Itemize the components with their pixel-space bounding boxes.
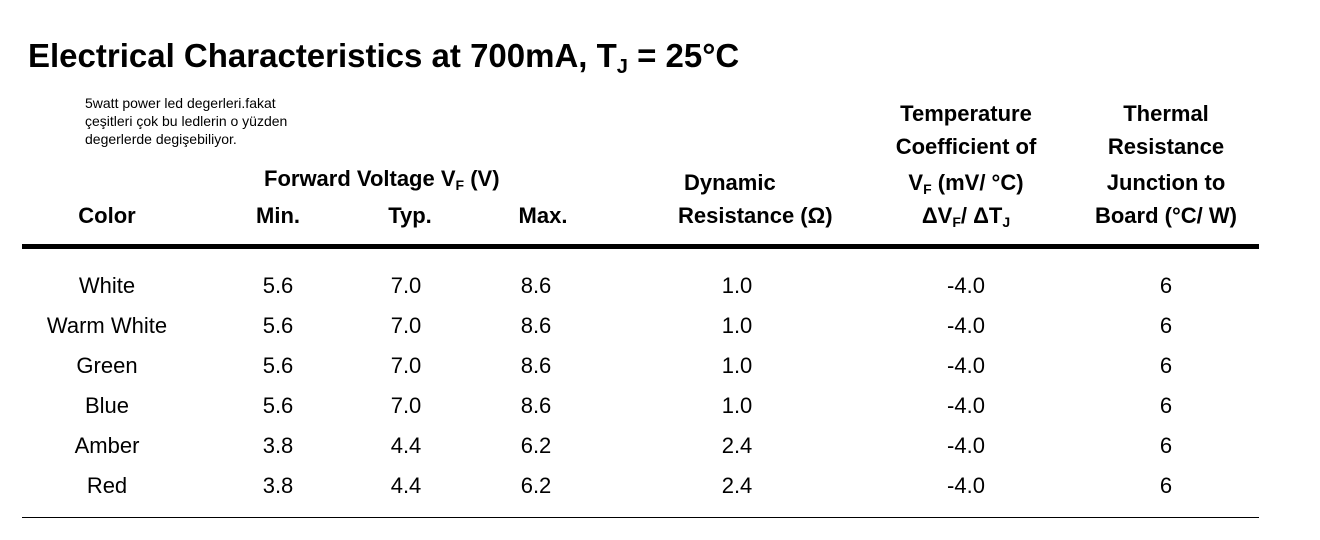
temp-dv: ΔV (921, 203, 953, 228)
thermal-header-line2: Resistance (1107, 134, 1225, 159)
max-cell: 8.6 (520, 393, 552, 418)
typ-cell: 4.4 (390, 433, 422, 458)
min-cell: 5.6 (262, 313, 294, 338)
page-title: Electrical Characteristics at 700mA, TJ … (28, 36, 739, 87)
max-header: Max. (518, 203, 568, 228)
max-cell: 6.2 (520, 473, 552, 498)
color-cell: Blue (84, 393, 130, 418)
temp-cell: -4.0 (947, 393, 985, 418)
temp-cell: -4.0 (947, 473, 985, 498)
temp-cell: -4.0 (947, 273, 985, 298)
dynamic-cell: 1.0 (721, 273, 753, 298)
thermal-cell: 6 (1159, 393, 1173, 418)
fv-subscript: F (455, 177, 465, 193)
note-line: çeşitleri çok bu ledlerin o yüzden (85, 113, 288, 129)
max-cell: 8.6 (520, 313, 552, 338)
min-cell: 3.8 (262, 433, 294, 458)
typ-cell: 7.0 (390, 273, 422, 298)
color-cell: Green (76, 353, 138, 378)
thermal-header-line4: Board (°C/ W) (1094, 203, 1237, 228)
temp-cell: -4.0 (947, 433, 985, 458)
temp-vf-prefix: V (908, 170, 924, 195)
temp-header-line4: ΔVF/ ΔTJ (866, 199, 1066, 239)
title-subscript: J (616, 56, 628, 78)
dynamic-cell: 2.4 (721, 473, 753, 498)
min-cell: 5.6 (262, 393, 294, 418)
temp-header-line3: VF (mV/ °C) (866, 166, 1066, 206)
temp-dt-subscript: J (1002, 214, 1011, 230)
max-cell: 6.2 (520, 433, 552, 458)
color-cell: White (78, 273, 136, 298)
temp-dt: / ΔT (960, 203, 1003, 228)
max-cell: 8.6 (520, 353, 552, 378)
thermal-cell: 6 (1159, 313, 1173, 338)
header-divider (22, 244, 1259, 249)
min-header: Min. (256, 203, 300, 228)
min-cell: 5.6 (262, 353, 294, 378)
thermal-header-line3: Junction to (1106, 170, 1226, 195)
dynamic-cell: 1.0 (721, 313, 753, 338)
min-cell: 3.8 (262, 473, 294, 498)
dynamic-header-line1: Dynamic (684, 170, 776, 195)
dynamic-header-line2: Resistance (Ω) (678, 203, 833, 228)
temp-vf-suffix: (mV/ °C) (931, 170, 1024, 195)
dynamic-cell: 1.0 (721, 353, 753, 378)
temp-vf-subscript: F (923, 181, 932, 197)
max-cell: 8.6 (520, 273, 552, 298)
thermal-cell: 6 (1159, 353, 1173, 378)
temp-dv-subscript: F (952, 214, 961, 230)
dynamic-cell: 2.4 (721, 433, 753, 458)
temp-header-line1: Temperature (900, 101, 1032, 126)
typ-cell: 7.0 (390, 313, 422, 338)
temp-cell: -4.0 (947, 353, 985, 378)
typ-header: Typ. (388, 203, 432, 228)
color-header: Color (78, 203, 136, 228)
table-bottom-rule (22, 517, 1259, 518)
thermal-header-line1: Thermal (1123, 101, 1209, 126)
color-cell: Warm White (46, 313, 168, 338)
color-cell: Red (86, 473, 128, 498)
dynamic-cell: 1.0 (721, 393, 753, 418)
annotation-note: 5watt power led degerleri.fakat çeşitler… (85, 94, 287, 148)
min-cell: 5.6 (262, 273, 294, 298)
note-line: 5watt power led degerleri.fakat (85, 95, 276, 111)
forward-voltage-header: Forward Voltage VF (V) (264, 162, 500, 202)
typ-cell: 7.0 (390, 393, 422, 418)
note-line: degerlerde degişebiliyor. (85, 131, 237, 147)
fv-prefix: Forward Voltage V (264, 166, 456, 191)
typ-cell: 7.0 (390, 353, 422, 378)
thermal-cell: 6 (1159, 473, 1173, 498)
title-rest: = 25°C (627, 37, 740, 74)
title-main: Electrical Characteristics at 700mA, T (28, 37, 617, 74)
fv-suffix: (V) (464, 166, 500, 191)
typ-cell: 4.4 (390, 473, 422, 498)
temp-cell: -4.0 (947, 313, 985, 338)
thermal-cell: 6 (1159, 433, 1173, 458)
color-cell: Amber (74, 433, 140, 458)
temp-header-line2: Coefficient of (895, 134, 1037, 159)
thermal-cell: 6 (1159, 273, 1173, 298)
